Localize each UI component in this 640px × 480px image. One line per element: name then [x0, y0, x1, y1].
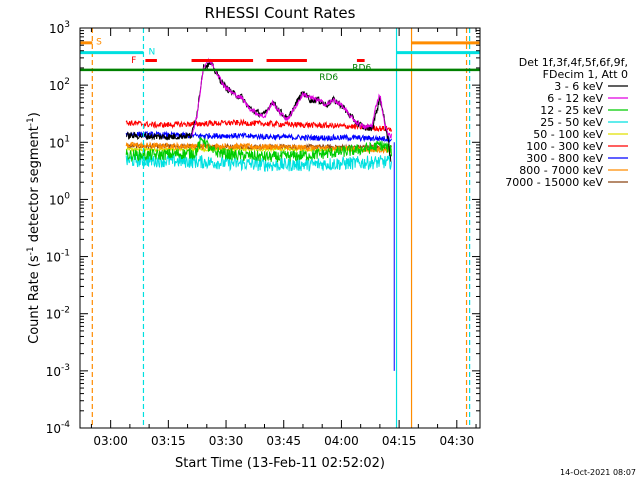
flag-label-rd6: RD6 — [352, 64, 371, 74]
series-line-100-300-kev — [125, 118, 392, 133]
chart-title: RHESSI Count Rates — [205, 4, 356, 22]
timestamp-label: 14-Oct-2021 08:07 — [560, 468, 636, 477]
y-tick-base: 10 — [49, 79, 64, 93]
legend-label: 12 - 25 keV — [540, 104, 603, 117]
legend-header: FDecim 1, Att 0 — [543, 68, 628, 81]
y-tick-label: 10-4 — [46, 420, 71, 436]
legend-label: 3 - 6 keV — [554, 80, 603, 93]
y-axis-title-part: ) — [27, 112, 42, 117]
flag-label-f: F — [131, 56, 136, 66]
legend-label: 100 - 300 keV — [526, 140, 603, 153]
legend-label: 300 - 800 keV — [526, 152, 603, 165]
legend-label: 800 - 7000 keV — [519, 164, 603, 177]
series-line-6-12-kev — [191, 57, 392, 139]
y-axis-title: Count Rate (s-1 detector segment-1) — [26, 112, 42, 344]
legend-label: 50 - 100 keV — [533, 128, 603, 141]
y-tick-label: 100 — [49, 191, 70, 207]
y-tick-exponent: -4 — [61, 420, 70, 430]
series-line-25-50-kev — [125, 152, 392, 172]
x-tick-label: 04:30 — [440, 434, 475, 448]
x-tick-label: 04:00 — [324, 434, 359, 448]
y-tick-exponent: 2 — [64, 77, 70, 87]
y-tick-base: 10 — [46, 251, 61, 265]
x-tick-label: 04:15 — [382, 434, 417, 448]
series-line-12-25-kev — [125, 134, 392, 163]
series-layer — [125, 57, 392, 172]
y-tick-label: 10-2 — [46, 306, 70, 322]
x-tick-label: 03:45 — [266, 434, 301, 448]
legend-label: 25 - 50 keV — [540, 116, 603, 129]
flag-label-s: S — [96, 38, 102, 48]
y-tick-exponent: 0 — [64, 191, 70, 201]
legend-label: 6 - 12 keV — [547, 92, 603, 105]
y-tick-label: 101 — [49, 134, 70, 150]
y-tick-base: 10 — [46, 308, 61, 322]
flag-label-n: N — [148, 48, 155, 58]
y-tick-base: 10 — [49, 193, 64, 207]
x-axis-title: Start Time (13-Feb-11 02:52:02) — [175, 456, 385, 471]
y-tick-label: 102 — [49, 77, 70, 93]
y-tick-exponent: -1 — [61, 249, 70, 259]
legend-header: Det 1f,3f,4f,5f,6f,9f, — [519, 56, 628, 69]
axes-layer: 03:00 03:15 03:30 03:45 04:00 04:15 04:3010310… — [46, 20, 481, 448]
x-tick-label: 03:30 — [209, 434, 244, 448]
y-axis-title-part: Count Rate (s — [27, 255, 42, 344]
y-tick-base: 10 — [49, 22, 64, 36]
y-axis-title-superscript: -1 — [26, 246, 36, 255]
y-tick-exponent: -3 — [61, 363, 70, 373]
x-tick-label: 03:00 — [93, 434, 128, 448]
y-tick-base: 10 — [46, 422, 61, 436]
legend: Det 1f,3f,4f,5f,6f,9f,FDecim 1, Att 03 -… — [505, 56, 628, 189]
y-axis-title-part: detector segment — [27, 126, 42, 246]
overlay-layer: S N F RD6 RD6 — [80, 28, 480, 428]
y-axis-title-superscript: -1 — [26, 117, 36, 126]
y-tick-exponent: -2 — [61, 306, 70, 316]
y-tick-base: 10 — [49, 136, 64, 150]
x-tick-label: 03:15 — [151, 434, 186, 448]
y-tick-exponent: 3 — [64, 20, 70, 30]
legend-label: 7000 - 15000 keV — [505, 176, 603, 189]
y-tick-base: 10 — [46, 365, 61, 379]
flag-label-rd6: RD6 — [319, 73, 338, 83]
y-tick-label: 103 — [49, 20, 70, 36]
y-tick-exponent: 1 — [64, 134, 70, 144]
y-tick-label: 10-1 — [46, 249, 70, 265]
y-tick-label: 10-3 — [46, 363, 70, 379]
plot-frame — [79, 27, 481, 429]
